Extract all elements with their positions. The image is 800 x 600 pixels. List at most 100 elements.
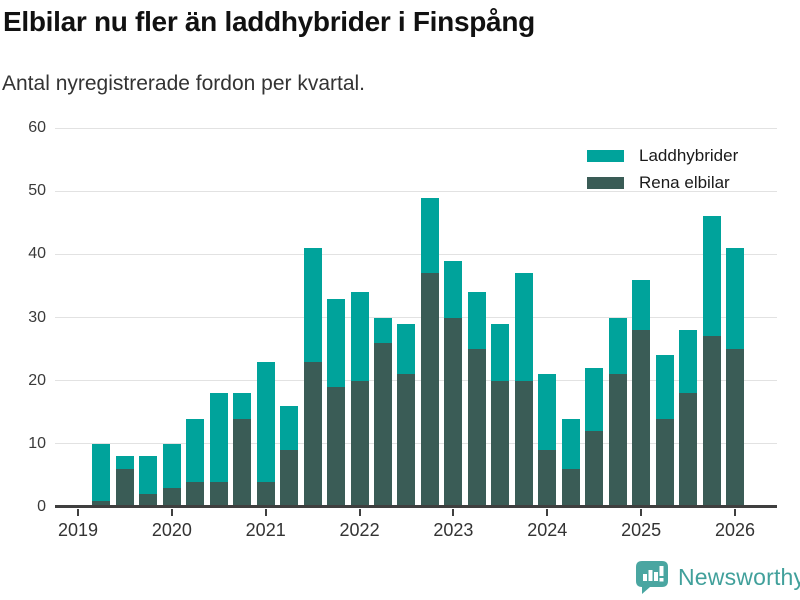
bar-2023-Q1-laddhybrider xyxy=(444,260,463,318)
bar-2023-Q4-laddhybrider xyxy=(514,273,533,381)
y-gridline-40 xyxy=(55,253,777,255)
bar-2025-Q2-rena-elbilar xyxy=(655,418,674,507)
bar-2021-Q1-laddhybrider xyxy=(256,361,275,482)
y-tick-label-50: 50 xyxy=(28,182,46,200)
bar-2023-Q1-rena-elbilar xyxy=(444,317,463,507)
bar-2020-Q1-rena-elbilar xyxy=(162,488,181,507)
bar-2025-Q4-rena-elbilar xyxy=(702,336,721,507)
bar-2020-Q3-laddhybrider xyxy=(209,393,228,482)
y-gridline-10 xyxy=(55,443,777,445)
bar-2019-Q3-laddhybrider xyxy=(115,456,134,470)
chart-title: Elbilar nu fler än laddhybrider i Finspå… xyxy=(3,6,535,37)
bar-2019-Q4-rena-elbilar xyxy=(139,494,158,507)
bar-2019-Q4-laddhybrider xyxy=(139,456,158,495)
x-tick-2025 xyxy=(640,509,643,516)
bar-2020-Q1-laddhybrider xyxy=(162,443,181,489)
y-gridline-30 xyxy=(55,317,777,318)
bar-2020-Q3-rena-elbilar xyxy=(209,481,228,507)
legend-swatch-laddhybrider xyxy=(587,150,624,162)
bar-2026-Q1-rena-elbilar xyxy=(725,349,744,507)
x-tick-label-2026: 2026 xyxy=(714,520,755,540)
bar-2025-Q3-laddhybrider xyxy=(679,330,698,394)
bar-2019-Q2-laddhybrider xyxy=(92,443,111,501)
legend: Laddhybrider Rena elbilar xyxy=(587,147,738,201)
bar-2025-Q2-laddhybrider xyxy=(655,355,674,419)
bar-2025-Q3-rena-elbilar xyxy=(679,393,698,507)
bar-2024-Q4-rena-elbilar xyxy=(608,374,627,507)
bar-2022-Q1-rena-elbilar xyxy=(350,380,369,507)
bar-2024-Q3-laddhybrider xyxy=(585,368,604,432)
bar-2021-Q2-rena-elbilar xyxy=(280,450,299,507)
y-tick-label-10: 10 xyxy=(28,434,46,452)
bar-2022-Q3-laddhybrider xyxy=(397,323,416,375)
bar-2025-Q1-laddhybrider xyxy=(632,279,651,331)
y-tick-label-20: 20 xyxy=(28,371,46,389)
bar-2022-Q1-laddhybrider xyxy=(350,292,369,381)
x-tick-label-2022: 2022 xyxy=(339,520,380,540)
bar-2021-Q1-rena-elbilar xyxy=(256,481,275,507)
bar-2022-Q4-rena-elbilar xyxy=(420,273,439,507)
y-gridline-60 xyxy=(55,127,777,129)
bar-2023-Q2-laddhybrider xyxy=(467,292,486,350)
y-tick-label-60: 60 xyxy=(28,119,46,136)
bar-2019-Q2-rena-elbilar xyxy=(92,500,111,507)
bar-2020-Q2-rena-elbilar xyxy=(186,481,205,507)
y-tick-label-0: 0 xyxy=(37,498,46,515)
y-tick-label-40: 40 xyxy=(28,245,46,263)
bar-2025-Q4-laddhybrider xyxy=(702,216,721,337)
x-tick-label-2024: 2024 xyxy=(527,520,568,540)
bar-2024-Q3-rena-elbilar xyxy=(585,431,604,507)
bar-2023-Q3-rena-elbilar xyxy=(491,380,510,507)
legend-label-laddhybrider: Laddhybrider xyxy=(639,146,739,165)
x-tick-label-2025: 2025 xyxy=(621,520,662,540)
bar-2023-Q4-rena-elbilar xyxy=(514,380,533,507)
bar-2024-Q2-laddhybrider xyxy=(561,418,580,470)
bar-2022-Q2-laddhybrider xyxy=(374,317,393,343)
bar-2021-Q4-laddhybrider xyxy=(327,298,346,387)
x-tick-label-2020: 2020 xyxy=(151,520,192,540)
bar-2024-Q1-laddhybrider xyxy=(538,374,557,451)
bar-2022-Q4-laddhybrider xyxy=(420,197,439,274)
bar-2020-Q4-rena-elbilar xyxy=(233,418,252,507)
x-axis-line xyxy=(55,505,777,508)
bar-2023-Q3-laddhybrider xyxy=(491,323,510,381)
bar-2021-Q2-laddhybrider xyxy=(280,405,299,451)
legend-swatch-rena-elbilar xyxy=(587,177,624,189)
bar-2022-Q3-rena-elbilar xyxy=(397,374,416,507)
bar-2020-Q2-laddhybrider xyxy=(186,418,205,482)
legend-item-rena-elbilar: Rena elbilar xyxy=(587,174,738,192)
bar-2024-Q4-laddhybrider xyxy=(608,317,627,375)
x-tick-2023 xyxy=(452,509,455,516)
x-tick-2022 xyxy=(358,509,361,516)
bar-2020-Q4-laddhybrider xyxy=(233,393,252,419)
bar-chart-speech-bubble-icon xyxy=(636,561,668,594)
bar-2021-Q3-laddhybrider xyxy=(303,248,322,362)
newsworthy-wordmark: Newsworthy xyxy=(678,563,800,590)
bar-2021-Q3-rena-elbilar xyxy=(303,361,322,507)
bar-2022-Q2-rena-elbilar xyxy=(374,342,393,507)
x-tick-label-2023: 2023 xyxy=(433,520,474,540)
x-tick-2021 xyxy=(264,509,267,516)
bar-2024-Q1-rena-elbilar xyxy=(538,450,557,507)
x-tick-2020 xyxy=(170,509,173,516)
x-tick-label-2021: 2021 xyxy=(245,520,286,540)
plot-area: 0 10 20 30 40 50 60 2019 2020 2021 2022 2023 2024 202… xyxy=(28,119,777,540)
chart-subtitle: Antal nyregistrerade fordon per kvartal. xyxy=(2,72,366,95)
newsworthy-logo: Newsworthy xyxy=(636,558,800,596)
x-tick-2026 xyxy=(733,509,736,516)
bar-2019-Q3-rena-elbilar xyxy=(115,469,134,507)
bar-2024-Q2-rena-elbilar xyxy=(561,469,580,507)
bar-2025-Q1-rena-elbilar xyxy=(632,330,651,507)
y-tick-label-30: 30 xyxy=(28,308,46,326)
y-gridline-20 xyxy=(55,380,777,382)
bar-2026-Q1-laddhybrider xyxy=(725,248,744,350)
y-gridline-50 xyxy=(55,190,777,192)
x-tick-label-2019: 2019 xyxy=(57,520,99,540)
bar-2023-Q2-rena-elbilar xyxy=(467,349,486,507)
legend-item-laddhybrider: Laddhybrider xyxy=(587,147,738,165)
bar-2021-Q4-rena-elbilar xyxy=(327,386,346,507)
x-tick-2019 xyxy=(77,509,79,516)
x-tick-2024 xyxy=(546,509,549,516)
legend-label-rena-elbilar: Rena elbilar xyxy=(639,173,730,192)
